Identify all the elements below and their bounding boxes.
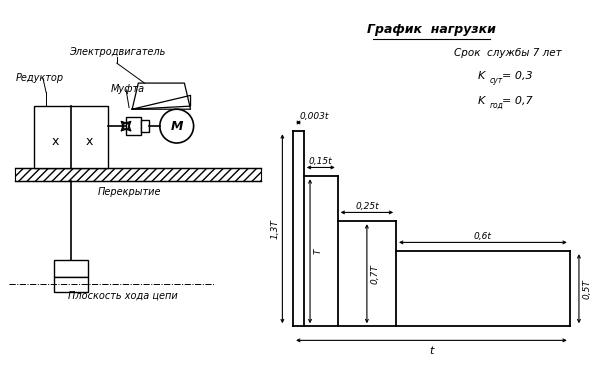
Bar bbox=[141, 120, 149, 132]
Text: 1,3T: 1,3T bbox=[270, 219, 280, 239]
Text: год: год bbox=[490, 101, 504, 110]
Text: 0,5T: 0,5T bbox=[583, 279, 591, 299]
Text: K: K bbox=[478, 96, 485, 106]
Text: x: x bbox=[86, 135, 93, 148]
Bar bbox=[54, 260, 87, 277]
Text: 0,003t: 0,003t bbox=[300, 112, 329, 121]
Text: x: x bbox=[51, 135, 59, 148]
Text: Редуктор: Редуктор bbox=[15, 73, 63, 83]
Text: = 0,3: = 0,3 bbox=[502, 71, 532, 81]
Bar bbox=[54, 277, 87, 292]
Text: Электродвигатель: Электродвигатель bbox=[69, 47, 165, 57]
Bar bbox=[34, 106, 108, 168]
Polygon shape bbox=[132, 95, 190, 109]
Text: 0,25t: 0,25t bbox=[355, 202, 379, 211]
Text: 0,6t: 0,6t bbox=[474, 232, 492, 241]
Text: 0,7T: 0,7T bbox=[371, 264, 379, 284]
Text: Перекрытие: Перекрытие bbox=[98, 187, 161, 197]
Text: сут: сут bbox=[490, 76, 503, 86]
Text: 0,15t: 0,15t bbox=[309, 157, 333, 166]
Text: Муфта: Муфта bbox=[111, 84, 145, 94]
Text: Срок  службы 7 лет: Срок службы 7 лет bbox=[454, 48, 562, 58]
Text: M: M bbox=[170, 120, 183, 132]
Bar bbox=[15, 168, 261, 182]
Text: = 0,7: = 0,7 bbox=[502, 96, 532, 106]
Polygon shape bbox=[132, 83, 190, 109]
Bar bbox=[126, 117, 141, 135]
Text: График  нагрузки: График нагрузки bbox=[367, 23, 496, 36]
Text: Плоскость хода цепи: Плоскость хода цепи bbox=[68, 290, 178, 300]
Text: T: T bbox=[314, 248, 323, 254]
Text: t: t bbox=[429, 346, 434, 356]
Text: K: K bbox=[478, 71, 485, 81]
